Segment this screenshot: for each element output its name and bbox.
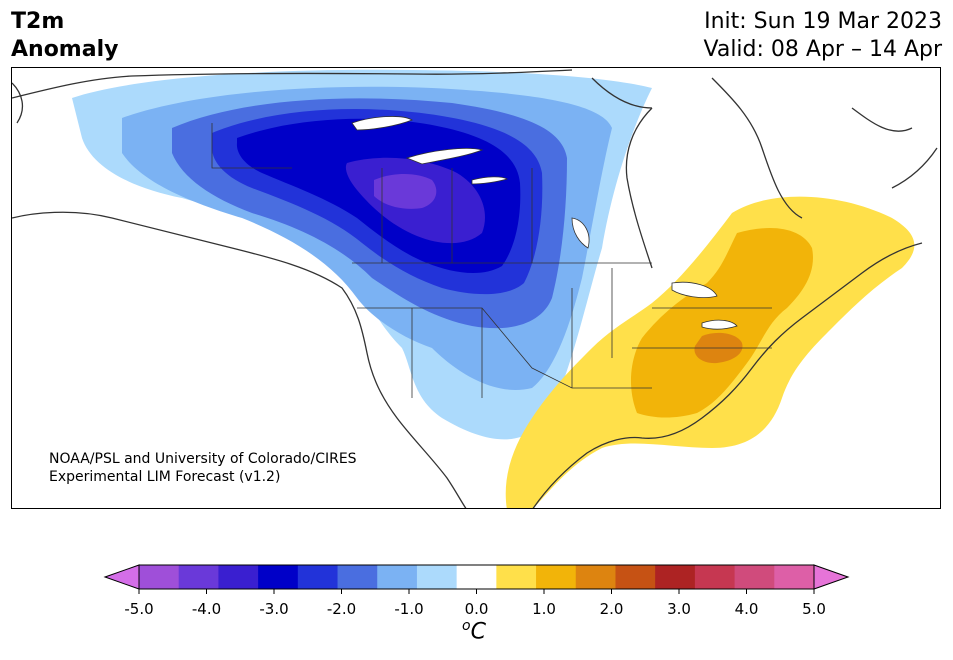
colorbar (103, 564, 850, 594)
colorbar-arrow-low (103, 564, 140, 590)
credit-text: NOAA/PSL and University of Colorado/CIRE… (49, 450, 357, 486)
colorbar-swatch (456, 565, 497, 589)
colorbar-swatch (536, 565, 577, 589)
colorbar-swatch (655, 565, 696, 589)
colorbar-tick-label: 2.0 (599, 600, 624, 618)
colorbar-swatch (416, 565, 458, 589)
colorbar-swatch (734, 565, 775, 589)
date-info: Init: Sun 19 Mar 2023 Valid: 08 Apr – 14… (704, 8, 943, 64)
chart-title: T2m Anomaly (11, 8, 118, 64)
colorbar-tick-label: 0.0 (464, 600, 489, 618)
colorbar-tick-label: 1.0 (532, 600, 556, 618)
colorbar-swatch (218, 565, 259, 589)
colorbar-unit: oC (462, 618, 486, 644)
colorbar-swatch (139, 565, 180, 589)
credit-line-1: NOAA/PSL and University of Colorado/CIRE… (49, 451, 357, 467)
title-line-1: T2m (11, 9, 65, 34)
credit-line-2: Experimental LIM Forecast (v1.2) (49, 469, 281, 485)
colorbar-swatch (337, 565, 378, 589)
cold-region-purple (374, 174, 437, 209)
colorbar-swatch (258, 565, 299, 589)
coastlines (12, 69, 938, 508)
colorbar-swatch (615, 565, 656, 589)
title-line-2: Anomaly (11, 37, 119, 62)
colorbar-tick-label: -2.0 (326, 600, 357, 618)
colorbar-tick-label: -3.0 (259, 600, 289, 618)
anomaly-map (11, 67, 941, 509)
colorbar-tick-label: -5.0 (124, 600, 154, 618)
colorbar-swatches (139, 565, 815, 589)
valid-date: Valid: 08 Apr – 14 Apr (703, 37, 943, 62)
colorbar-tick-label: -4.0 (191, 600, 222, 618)
colorbar-swatch (496, 565, 537, 589)
colorbar-tick-label: 5.0 (802, 600, 826, 618)
colorbar-swatch (575, 565, 616, 589)
colorbar-swatch (694, 565, 736, 589)
unit-degree: o (462, 618, 471, 634)
colorbar-arrow-high (813, 564, 850, 590)
colorbar-tick-label: -1.0 (394, 600, 424, 618)
colorbar-tick-label: 4.0 (734, 600, 759, 618)
map-canvas (12, 69, 938, 508)
lakes (351, 116, 738, 330)
colorbar-swatch (774, 565, 815, 589)
init-date: Init: Sun 19 Mar 2023 (704, 9, 942, 34)
colorbar-ticks (138, 589, 815, 594)
colorbar-swatch (178, 565, 219, 589)
colorbar-swatch (377, 565, 418, 589)
unit-label: C (470, 619, 486, 645)
colorbar-tick-label: 3.0 (667, 600, 691, 618)
political-borders (211, 123, 772, 398)
colorbar-swatch (297, 565, 339, 589)
